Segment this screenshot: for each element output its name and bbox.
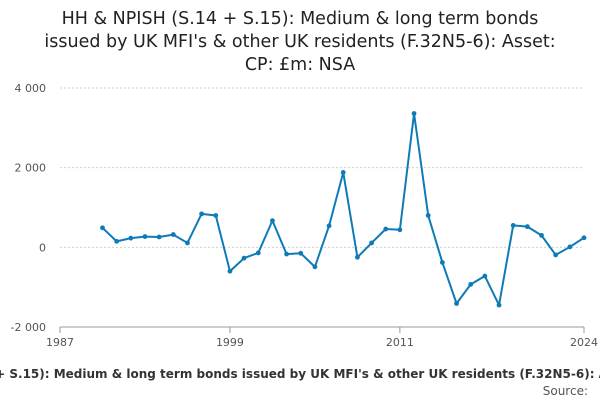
data-point[interactable] — [581, 235, 587, 241]
data-point[interactable] — [553, 252, 559, 258]
data-point[interactable] — [397, 227, 403, 233]
x-tick-label: 2024 — [570, 336, 598, 349]
data-point[interactable] — [312, 264, 318, 270]
y-tick-label: 0 — [39, 241, 46, 254]
data-point[interactable] — [156, 234, 162, 240]
data-point[interactable] — [383, 226, 389, 232]
data-point[interactable] — [270, 218, 275, 224]
y-tick-label: -2 000 — [11, 321, 46, 334]
source-label: Source: — [543, 384, 588, 398]
data-point[interactable] — [114, 238, 120, 244]
axes: -2 000 0 2 000 4 000 1987 1999 2011 2024 — [11, 82, 598, 349]
data-point[interactable] — [213, 213, 219, 218]
data-point[interactable] — [227, 268, 233, 274]
data-point[interactable] — [454, 301, 459, 306]
data-point[interactable] — [128, 235, 134, 241]
data-point[interactable] — [199, 211, 205, 217]
data-point[interactable] — [100, 225, 105, 231]
data-point[interactable] — [524, 224, 530, 230]
data-point[interactable] — [170, 232, 176, 237]
data-point[interactable] — [482, 273, 488, 279]
data-point[interactable] — [425, 213, 431, 218]
x-tick-label: 1987 — [46, 336, 74, 349]
x-tick-label: 1999 — [216, 336, 244, 349]
data-point[interactable] — [326, 223, 332, 229]
data-series — [100, 111, 587, 308]
x-tick-label: 2011 — [386, 336, 414, 349]
chart-title: HH & NPISH (S.14 + S.15): Medium & long … — [44, 9, 555, 75]
series-line — [101, 112, 585, 307]
data-point[interactable] — [411, 111, 417, 116]
data-point[interactable] — [241, 255, 247, 261]
data-point[interactable] — [298, 250, 304, 256]
data-point[interactable] — [355, 254, 360, 260]
chart-title-line-2: issued by UK MFI's & other UK residents … — [44, 32, 555, 52]
data-point[interactable] — [539, 232, 544, 238]
data-point[interactable] — [496, 302, 502, 308]
data-point[interactable] — [185, 240, 190, 246]
data-point[interactable] — [142, 234, 148, 239]
data-point[interactable] — [439, 260, 445, 265]
y-tick-label: 2 000 — [15, 162, 47, 175]
data-point[interactable] — [369, 240, 374, 246]
data-point[interactable] — [255, 250, 261, 256]
data-point[interactable] — [284, 251, 289, 257]
data-point[interactable] — [340, 170, 346, 175]
chart-title-line-1: HH & NPISH (S.14 + S.15): Medium & long … — [62, 9, 539, 29]
y-tick-label: 4 000 — [15, 82, 47, 95]
data-point[interactable] — [468, 281, 474, 287]
data-point[interactable] — [567, 244, 573, 250]
legend: HH & NPISH (S.14 + S.15): Medium & long … — [0, 367, 600, 381]
legend-series-label: HH & NPISH (S.14 + S.15): Medium & long … — [0, 367, 600, 381]
data-point[interactable] — [510, 223, 516, 228]
chart-title-line-3: CP: £m: NSA — [245, 55, 355, 75]
grid-lines — [60, 87, 584, 328]
